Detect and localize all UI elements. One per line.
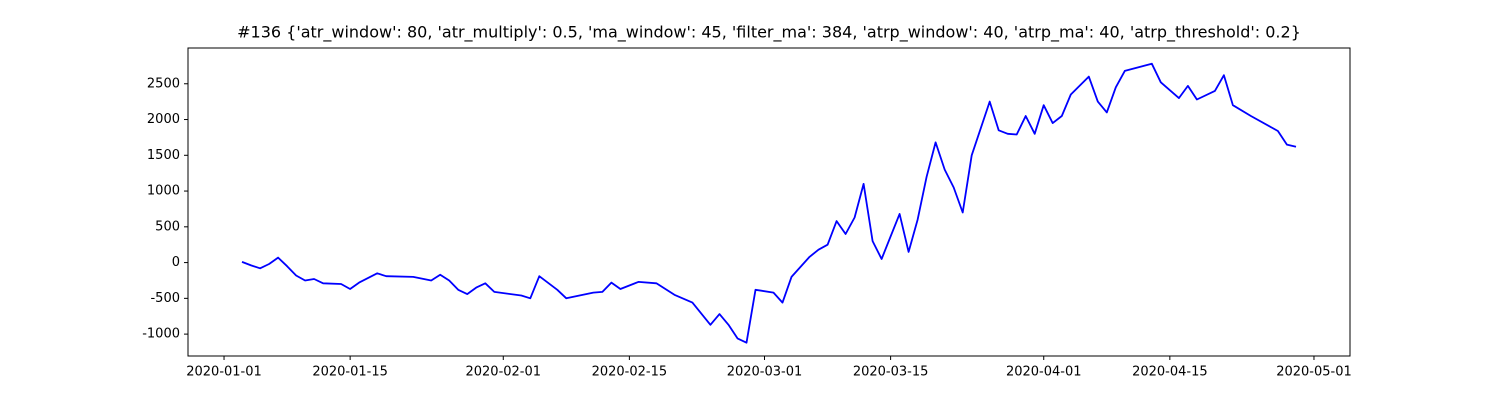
y-tick-label: -1000 xyxy=(142,327,180,342)
y-tick-label: 1000 xyxy=(147,184,180,199)
x-tick-label: 2020-04-15 xyxy=(1132,365,1208,380)
x-tick-label: 2020-02-01 xyxy=(465,365,541,380)
y-tick-label: 2000 xyxy=(147,112,180,127)
x-tick-label: 2020-05-01 xyxy=(1276,365,1352,380)
y-tick-label: 500 xyxy=(155,219,180,234)
x-tick-label: 2020-03-01 xyxy=(727,365,803,380)
y-tick-label: 1500 xyxy=(147,148,180,163)
y-tick-label: 0 xyxy=(172,255,180,270)
y-tick-label: 2500 xyxy=(147,76,180,91)
x-tick-label: 2020-02-15 xyxy=(592,365,668,380)
y-tick-label: -500 xyxy=(150,291,180,306)
equity-line xyxy=(241,62,1297,344)
x-tick-label: 2020-01-15 xyxy=(312,365,388,380)
x-tick-label: 2020-03-15 xyxy=(853,365,929,380)
chart-title: #136 {'atr_window': 80, 'atr_multiply': … xyxy=(237,23,1301,43)
x-tick-label: 2020-04-01 xyxy=(1006,365,1082,380)
x-tick-label: 2020-01-01 xyxy=(186,365,262,380)
plot-frame xyxy=(187,47,1351,357)
